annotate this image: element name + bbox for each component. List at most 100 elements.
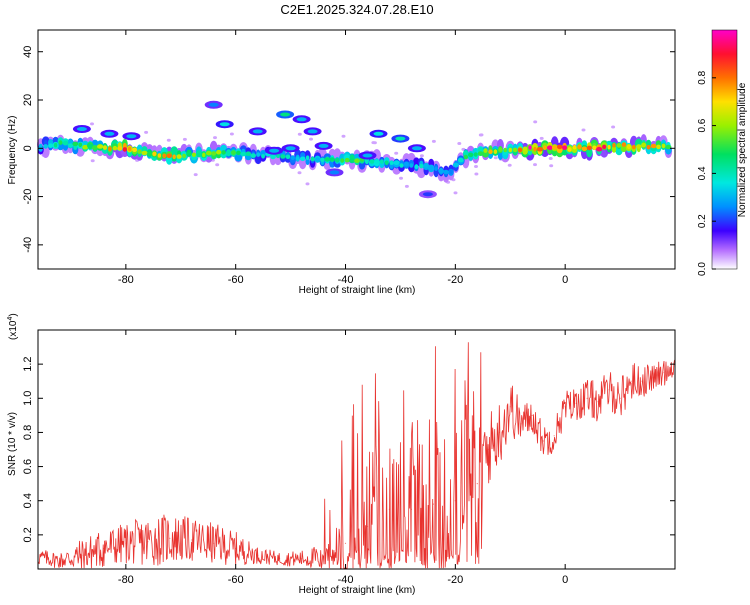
spectrogram-blob: [202, 152, 206, 158]
spectrogram-feature-core: [296, 117, 307, 122]
spectrogram-blob: [665, 144, 672, 150]
x-tick-label: -80: [118, 574, 134, 586]
spectrogram-blob: [172, 154, 176, 160]
spectrogram-feature-core: [411, 146, 422, 151]
spectrogram-blob: [41, 145, 50, 158]
spectrogram-blob: [314, 157, 321, 163]
spectrogram-feature-core: [208, 102, 219, 107]
spectrogram-halo-blob: [457, 142, 462, 145]
spectrogram-halo-blob: [90, 159, 95, 163]
spectrogram-blob: [650, 143, 657, 149]
spectrogram-feature-core: [329, 170, 340, 175]
spectrogram-blob: [621, 142, 627, 147]
spectrogram-blob: [438, 168, 444, 174]
spectrogram-blob: [295, 156, 300, 161]
spectrogram-blob: [536, 147, 544, 152]
snr-anchor-point: [344, 542, 347, 545]
spectrogram-blob: [463, 154, 469, 160]
spectrogram-blob: [82, 144, 89, 150]
snr-anchor-point: [323, 556, 325, 558]
spectrogram-blob: [53, 142, 58, 148]
spectrogram-axes: -80 -60 -40 -20 0 -40 -20 0 20 40: [22, 30, 675, 286]
y-tick-label: -40: [22, 237, 34, 253]
snr-anchor-point: [542, 440, 544, 442]
snr-anchor-point: [257, 554, 259, 556]
y-tick-label: 1.0: [22, 391, 34, 406]
spectrogram-halo-blob: [193, 173, 198, 177]
spectrogram-blob: [482, 150, 489, 158]
spectrogram-blob: [186, 151, 192, 157]
snr-anchor-point: [619, 397, 621, 399]
colorbar: 0.0 0.2 0.4 0.6 0.8 Normalized spectral ampl…: [697, 29, 748, 276]
spectrogram-halo-blob: [581, 128, 586, 132]
spectrogram-blob: [72, 141, 79, 147]
spectrogram-blob: [132, 147, 138, 153]
spectrogram-halo-blob: [548, 157, 553, 160]
snr-axes: -80 -60 -40 -20 0 0.2 0.4 0.6 0.8 1.0 1.2: [22, 330, 675, 586]
x-tick-label: -40: [338, 574, 354, 586]
spectrogram-blob: [611, 145, 617, 153]
snr-anchor-point: [410, 508, 412, 510]
y-tick-label: 1.2: [22, 356, 34, 371]
spectrogram-blob: [67, 143, 74, 148]
spectrogram-blob: [334, 158, 340, 163]
snr-anchor-point: [388, 508, 390, 510]
snr-anchor-point: [169, 537, 171, 539]
spectrogram-blob: [146, 151, 153, 157]
spectrogram-feature-core: [285, 146, 296, 151]
spectrogram-blob: [216, 149, 222, 155]
spectrogram-blob: [503, 147, 507, 153]
spectrogram-halo-blob: [215, 163, 220, 167]
spectrogram-halo-blob: [305, 182, 310, 186]
snr-multiplier-exp: 4: [7, 317, 14, 321]
spectrogram-blob: [533, 146, 537, 152]
colorbar-ticks: 0.0 0.2 0.4 0.6 0.8: [697, 70, 716, 276]
spectrogram-halo-blob: [372, 141, 377, 145]
spectrogram-blob: [567, 147, 572, 152]
snr-anchor-point: [81, 554, 83, 556]
snr-anchor-point: [597, 401, 599, 403]
snr-multiplier-close: ): [8, 313, 19, 316]
spectrogram-blob: [256, 152, 261, 157]
spectrogram-blob: [43, 144, 48, 149]
spectrogram-blob: [477, 151, 484, 156]
spectrogram-blob: [226, 150, 231, 155]
spectrogram-blob: [182, 153, 187, 159]
spectrogram-halo-blob: [493, 156, 498, 160]
spectrogram-blob: [508, 147, 512, 153]
colorbar-tick-label: 0.2: [697, 214, 708, 228]
colorbar-bar: [711, 29, 738, 270]
spectrogram-blob: [365, 159, 369, 165]
figure-title: C2E1.2025.324.07.28.E10: [280, 2, 433, 17]
spectrogram-feature-core: [422, 192, 433, 197]
spectrogram-blob: [636, 144, 642, 149]
spectrogram-feature-core: [219, 122, 230, 127]
spectrogram-halo-blob: [533, 163, 537, 167]
spectrogram-blob: [543, 145, 547, 150]
spectrogram-halo-blob: [229, 132, 234, 136]
y-tick-label: 0.6: [22, 459, 34, 474]
spectrogram-halo-blob: [431, 139, 436, 143]
x-tick-label: -40: [338, 274, 354, 286]
spectrogram-x-axis-label: Height of straight line (km): [299, 285, 416, 296]
spectrogram-blob: [170, 146, 178, 157]
snr-y-axis-label: SNR (10 * v/v): [7, 412, 18, 476]
y-tick-label: 0.8: [22, 425, 34, 440]
spectrogram-blob: [102, 145, 108, 150]
snr-multiplier-label: (x104): [7, 313, 19, 340]
spectrogram-halo-blob: [404, 184, 409, 188]
spectrogram-blob: [324, 157, 331, 162]
spectrogram-blob: [270, 154, 276, 160]
y-tick-label: 0.4: [22, 493, 34, 508]
snr-anchor-point: [59, 559, 61, 562]
spectrogram-blob: [92, 145, 99, 150]
snr-anchor-point: [103, 547, 105, 550]
spectrogram-blob: [231, 150, 236, 155]
spectrogram-blob: [196, 152, 202, 158]
spectrogram-halo-blob: [479, 133, 484, 137]
x-tick-label: -20: [447, 274, 463, 286]
spectrogram-blob: [393, 160, 400, 165]
snr-anchor-point: [531, 414, 533, 416]
spectrogram-blob: [577, 144, 582, 150]
snr-anchor-point: [630, 380, 632, 382]
